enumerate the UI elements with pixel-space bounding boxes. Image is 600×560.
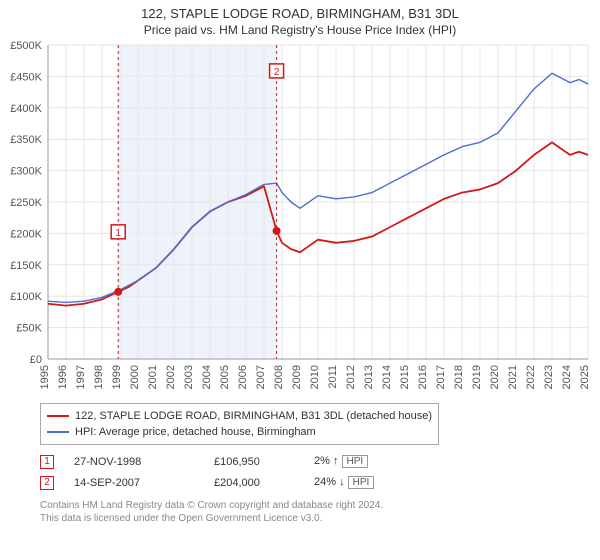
svg-text:£350K: £350K: [10, 134, 42, 146]
svg-text:1997: 1997: [75, 365, 87, 389]
svg-text:2016: 2016: [417, 365, 429, 389]
svg-text:£400K: £400K: [10, 103, 42, 115]
legend-label: HPI: Average price, detached house, Birm…: [75, 424, 316, 440]
svg-text:2020: 2020: [489, 365, 501, 389]
svg-text:2017: 2017: [435, 365, 447, 389]
svg-text:£150K: £150K: [10, 260, 42, 272]
svg-text:2025: 2025: [579, 365, 591, 389]
svg-text:£450K: £450K: [10, 71, 42, 83]
svg-text:2007: 2007: [255, 365, 267, 389]
price-chart: £0 £50K £100K £150K £200K £250K £300K £350K £400…: [0, 39, 600, 399]
transaction-marker: 2: [40, 476, 54, 490]
svg-text:2010: 2010: [309, 365, 321, 389]
transaction-price: £204,000: [214, 473, 294, 493]
svg-text:2004: 2004: [201, 365, 213, 389]
svg-text:£0: £0: [30, 354, 42, 366]
svg-text:£100K: £100K: [10, 291, 42, 303]
svg-text:2008: 2008: [273, 365, 285, 389]
legend: 122, STAPLE LODGE ROAD, BIRMINGHAM, B31 …: [40, 403, 439, 445]
transaction-delta: 24% ↓ HPI: [314, 472, 414, 493]
transaction-marker: 1: [40, 455, 54, 469]
transaction-price: £106,950: [214, 452, 294, 472]
svg-text:2022: 2022: [525, 365, 537, 389]
chart-footer: 122, STAPLE LODGE ROAD, BIRMINGHAM, B31 …: [0, 399, 600, 525]
svg-text:2005: 2005: [219, 365, 231, 389]
svg-text:2015: 2015: [399, 365, 411, 389]
svg-text:2009: 2009: [291, 365, 303, 389]
legend-item: HPI: Average price, detached house, Birm…: [47, 424, 432, 440]
legend-label: 122, STAPLE LODGE ROAD, BIRMINGHAM, B31 …: [75, 408, 432, 424]
legend-swatch: [47, 415, 69, 417]
svg-text:2006: 2006: [237, 365, 249, 389]
attribution-line: This data is licensed under the Open Gov…: [40, 512, 570, 525]
svg-text:2013: 2013: [363, 365, 375, 389]
svg-text:1: 1: [115, 228, 121, 239]
transaction-date: 27-NOV-1998: [74, 452, 194, 472]
legend-swatch: [47, 431, 69, 433]
svg-text:1999: 1999: [111, 365, 123, 389]
chart-container: £0 £50K £100K £150K £200K £250K £300K £350K £400…: [0, 39, 600, 399]
svg-text:2011: 2011: [327, 365, 339, 389]
chart-title: 122, STAPLE LODGE ROAD, BIRMINGHAM, B31 …: [0, 6, 600, 21]
svg-text:2019: 2019: [471, 365, 483, 389]
attribution-line: Contains HM Land Registry data © Crown c…: [40, 499, 570, 512]
svg-text:1995: 1995: [39, 365, 51, 389]
svg-text:£200K: £200K: [10, 228, 42, 240]
svg-text:2024: 2024: [561, 365, 573, 389]
svg-text:2018: 2018: [453, 365, 465, 389]
svg-text:2014: 2014: [381, 365, 393, 389]
svg-text:1996: 1996: [57, 365, 69, 389]
svg-text:2: 2: [274, 67, 280, 78]
hpi-tag: HPI: [342, 455, 369, 468]
transaction-date: 14-SEP-2007: [74, 473, 194, 493]
svg-text:2002: 2002: [165, 365, 177, 389]
transaction-row: 2 14-SEP-2007 £204,000 24% ↓ HPI: [40, 472, 570, 493]
svg-text:£300K: £300K: [10, 166, 42, 178]
svg-text:£250K: £250K: [10, 197, 42, 209]
legend-item: 122, STAPLE LODGE ROAD, BIRMINGHAM, B31 …: [47, 408, 432, 424]
svg-text:2023: 2023: [543, 365, 555, 389]
svg-text:2021: 2021: [507, 365, 519, 389]
svg-text:2001: 2001: [147, 365, 159, 389]
hpi-tag: HPI: [348, 476, 375, 489]
transactions-table: 1 27-NOV-1998 £106,950 2% ↑ HPI 2 14-SEP-2007…: [40, 451, 570, 493]
svg-text:2000: 2000: [129, 365, 141, 389]
svg-text:£500K: £500K: [10, 40, 42, 52]
transaction-delta: 2% ↑ HPI: [314, 451, 414, 472]
svg-text:2012: 2012: [345, 365, 357, 389]
svg-text:1998: 1998: [93, 365, 105, 389]
svg-text:£50K: £50K: [16, 323, 42, 335]
attribution: Contains HM Land Registry data © Crown c…: [40, 499, 570, 525]
svg-text:2003: 2003: [183, 365, 195, 389]
chart-header: 122, STAPLE LODGE ROAD, BIRMINGHAM, B31 …: [0, 0, 600, 39]
transaction-row: 1 27-NOV-1998 £106,950 2% ↑ HPI: [40, 451, 570, 472]
chart-subtitle: Price paid vs. HM Land Registry's House …: [0, 23, 600, 37]
